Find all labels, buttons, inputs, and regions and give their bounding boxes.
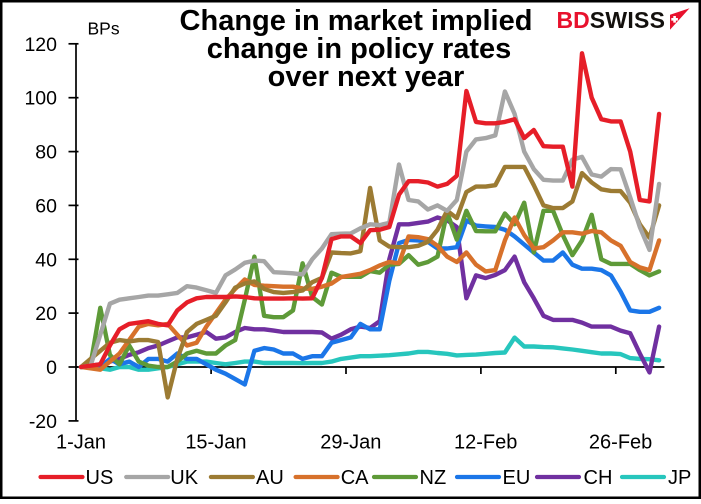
svg-text:NZ: NZ (420, 467, 447, 489)
svg-text:EU: EU (503, 467, 531, 489)
svg-text:12-Feb: 12-Feb (454, 432, 517, 454)
svg-text:Change in market implied: Change in market implied (180, 5, 533, 37)
svg-text:26-Feb: 26-Feb (589, 432, 652, 454)
svg-text:JP: JP (668, 467, 691, 489)
svg-text:29-Jan: 29-Jan (320, 432, 381, 454)
svg-text:120: 120 (24, 34, 57, 56)
svg-text:BPs: BPs (88, 19, 120, 39)
svg-text:US: US (86, 467, 114, 489)
svg-text:over next year: over next year (268, 61, 465, 93)
svg-text:CA: CA (341, 467, 369, 489)
svg-text:1-Jan: 1-Jan (56, 432, 106, 454)
svg-text:40: 40 (35, 249, 57, 271)
svg-text:change in policy rates: change in policy rates (207, 33, 512, 65)
svg-text:BD: BD (557, 7, 590, 33)
svg-text:SWISS: SWISS (590, 7, 666, 33)
svg-text:20: 20 (35, 303, 57, 325)
svg-text:100: 100 (24, 88, 57, 110)
svg-text:UK: UK (170, 467, 198, 489)
svg-text:CH: CH (584, 467, 613, 489)
svg-text:15-Jan: 15-Jan (185, 432, 246, 454)
svg-text:80: 80 (35, 142, 57, 164)
svg-text:-20: -20 (29, 411, 57, 433)
svg-text:0: 0 (46, 357, 57, 379)
svg-text:AU: AU (256, 467, 284, 489)
svg-text:60: 60 (35, 195, 57, 217)
